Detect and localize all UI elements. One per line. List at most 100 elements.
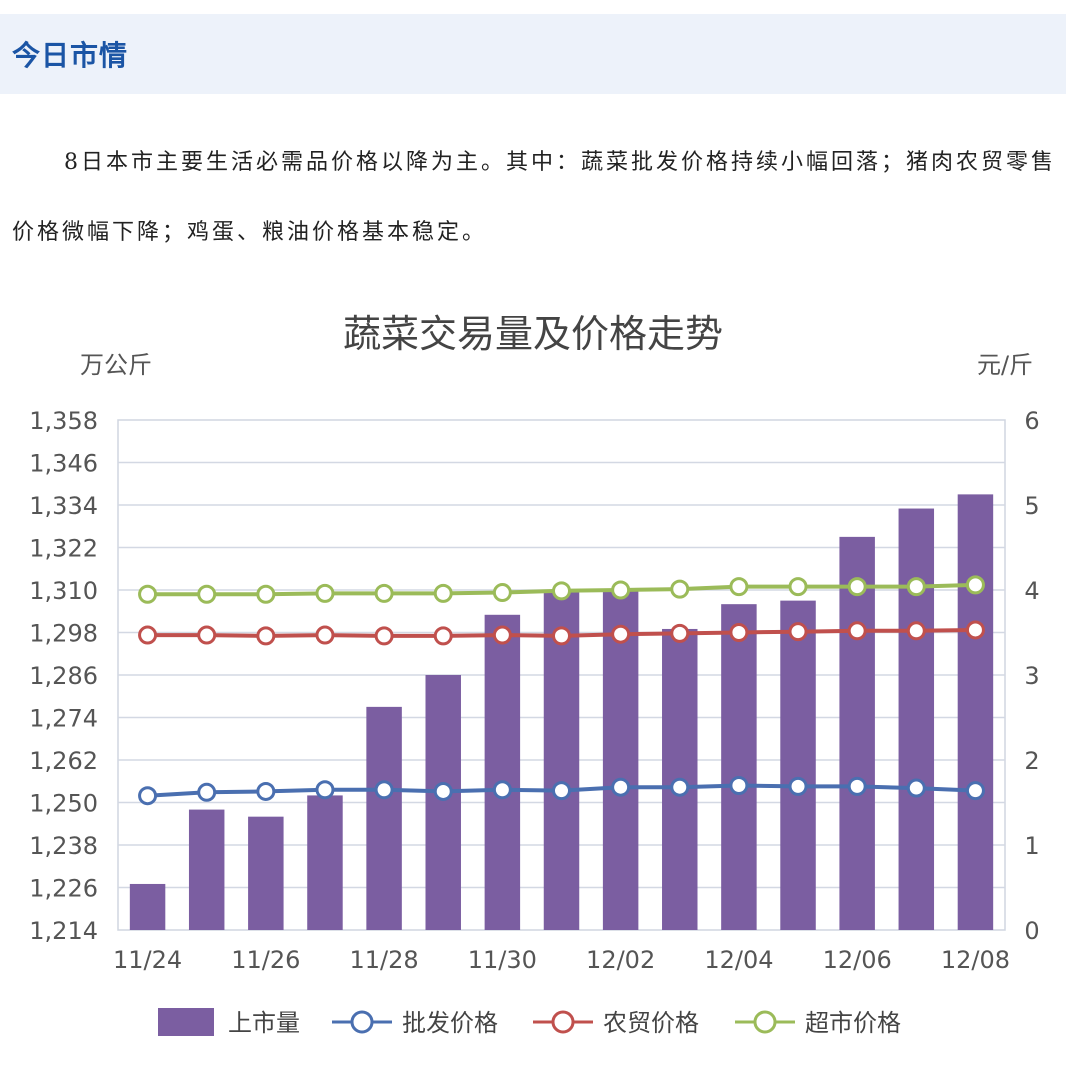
y-right-tick-label: 2	[1024, 747, 1039, 775]
legend-marker	[753, 1010, 777, 1034]
price-point	[552, 581, 571, 601]
legend-marker	[551, 1010, 575, 1034]
price-point	[492, 625, 512, 645]
price-point	[197, 625, 217, 645]
y-left-tick-label: 1,322	[29, 535, 98, 563]
legend-bar-swatch	[158, 1008, 214, 1036]
price-point	[138, 625, 158, 645]
price-point	[256, 584, 276, 604]
price-point	[433, 626, 453, 646]
price-point	[492, 780, 512, 800]
volume-bar	[602, 590, 639, 930]
volume-bar	[780, 600, 816, 930]
y-left-tick-label: 1,214	[29, 917, 98, 945]
price-point	[788, 622, 808, 642]
price-point	[670, 777, 690, 797]
price-point	[965, 620, 985, 640]
vegetable-chart: 蔬菜交易量及价格走势 万公斤 元/斤 1,214 1,226 1,238 1,250 1…	[29, 312, 1039, 1037]
price-point	[788, 577, 808, 597]
price-point	[906, 778, 926, 798]
y-right-unit: 元/斤	[977, 351, 1033, 379]
chart-container: 蔬菜交易量及价格走势 万公斤 元/斤 1,214 1,226 1,238 1,250 1…	[0, 290, 1080, 1070]
y-right-tick-label: 0	[1024, 917, 1039, 945]
volume-bar	[721, 604, 757, 930]
volume-bar	[248, 816, 284, 930]
legend-marker	[350, 1010, 374, 1034]
legend-label: 上市量	[228, 1009, 300, 1037]
y-right-tick-label: 3	[1024, 662, 1039, 690]
price-point	[315, 780, 335, 800]
y-left-tick-label: 1,286	[29, 662, 98, 690]
price-point	[847, 577, 867, 597]
volume-bar	[957, 494, 994, 930]
price-point	[611, 580, 631, 600]
price-point	[374, 780, 394, 800]
legend-label: 农贸价格	[603, 1009, 699, 1037]
price-point	[197, 782, 217, 802]
x-tick-label: 11/24	[113, 946, 182, 974]
section-header: 今日市情	[0, 14, 1066, 94]
y-right-tick-label: 5	[1024, 492, 1039, 520]
x-tick-label: 12/08	[941, 946, 1010, 974]
price-point	[965, 781, 985, 801]
y-right-tick-label: 1	[1024, 832, 1039, 860]
price-point	[433, 781, 453, 801]
legend-label: 超市价格	[805, 1009, 901, 1037]
y-left-unit: 万公斤	[80, 351, 152, 379]
price-point	[315, 625, 335, 645]
price-point	[611, 777, 631, 797]
x-tick-label: 12/02	[586, 946, 655, 974]
price-point	[433, 583, 453, 603]
volume-bar	[839, 536, 875, 930]
price-point	[138, 584, 158, 604]
price-point	[197, 584, 217, 604]
y-right-tick-label: 4	[1024, 577, 1039, 605]
volume-bar	[188, 809, 225, 930]
price-point	[552, 781, 571, 801]
price-point	[788, 776, 808, 796]
volume-bar	[129, 883, 166, 930]
x-tick-label: 12/04	[704, 946, 773, 974]
legend-label: 批发价格	[402, 1009, 498, 1037]
price-point	[256, 781, 276, 801]
x-tick-label: 11/28	[350, 946, 419, 974]
price-point	[906, 621, 926, 641]
y-left-tick-label: 1,226	[29, 875, 98, 903]
volume-bar	[484, 614, 521, 930]
price-point	[552, 626, 571, 646]
y-left-tick-label: 1,238	[29, 832, 98, 860]
price-point	[729, 776, 749, 795]
x-tick-label: 11/26	[231, 946, 300, 974]
volume-bar	[307, 795, 343, 930]
intro-paragraph: 8日本市主要生活必需品价格以降为主。其中：蔬菜批发价格持续小幅回落；猪肉农贸零售…	[12, 150, 1057, 245]
y-left-tick-label: 1,358	[29, 407, 98, 435]
y-left-tick-label: 1,298	[29, 620, 98, 648]
price-point	[492, 583, 512, 603]
volume-bar	[366, 706, 402, 930]
price-point	[670, 623, 690, 643]
y-left-tick-label: 1,346	[29, 450, 98, 478]
price-point	[611, 624, 631, 644]
volume-bar	[898, 508, 935, 930]
y-left-tick-label: 1,274	[29, 705, 98, 733]
price-point	[374, 626, 394, 646]
price-point	[729, 577, 749, 597]
price-point	[374, 583, 394, 603]
price-point	[670, 579, 690, 599]
x-tick-label: 11/30	[468, 946, 537, 974]
price-point	[256, 626, 276, 646]
volume-bar	[425, 675, 461, 930]
y-left-tick-label: 1,262	[29, 747, 98, 775]
price-point	[138, 786, 158, 806]
price-point	[729, 623, 749, 642]
price-point	[847, 621, 867, 641]
y-left-tick-label: 1,334	[29, 492, 98, 520]
price-point	[965, 575, 985, 595]
price-point	[847, 776, 867, 796]
price-point	[906, 577, 926, 597]
chart-title: 蔬菜交易量及价格走势	[343, 312, 723, 356]
y-left-tick-label: 1,310	[29, 577, 98, 605]
y-left-tick-label: 1,250	[29, 790, 98, 818]
volume-bar	[543, 590, 580, 930]
price-point	[315, 583, 335, 603]
